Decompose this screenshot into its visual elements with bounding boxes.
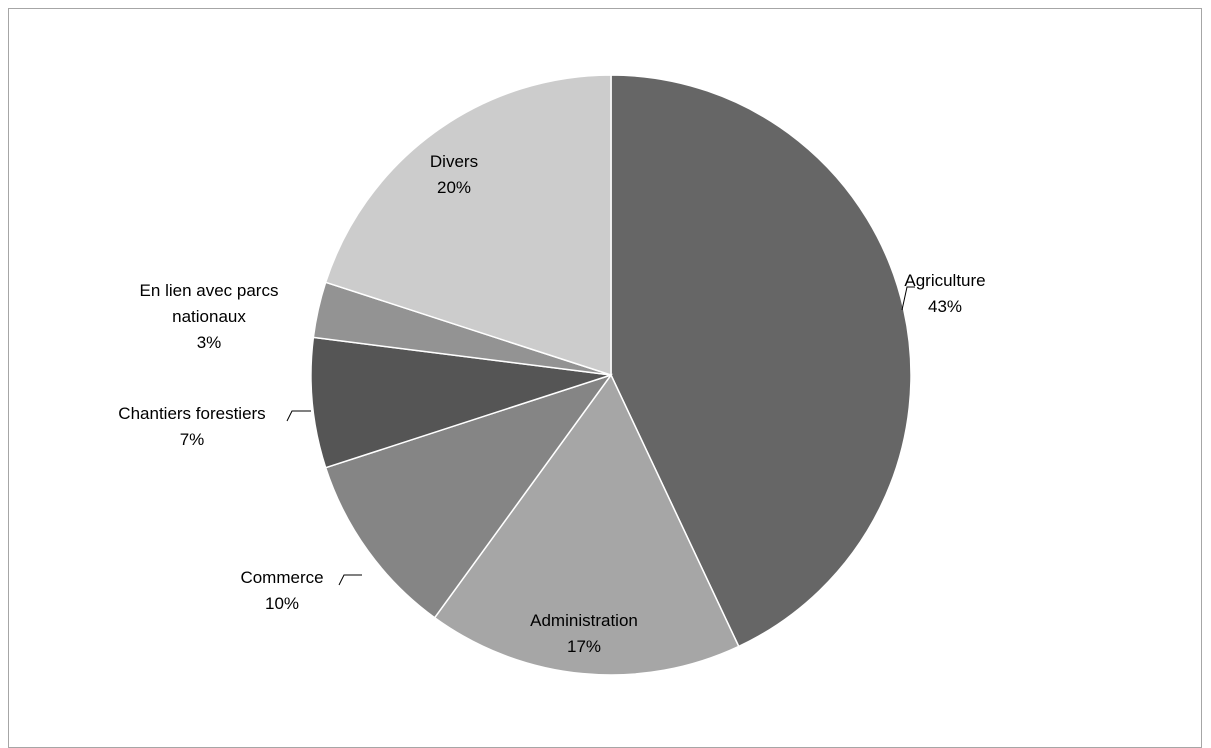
- pie-slice-commerce: [324, 373, 613, 619]
- data-label-en-lien-avec-parcs-nationaux: En lien avec parcs nationaux 3%: [140, 281, 279, 352]
- pie-slice-chantiers-forestiers: [310, 336, 612, 469]
- chart-area: Agriculture 43% Administration 17% Commerce 1…: [8, 8, 1202, 748]
- pie-slice-divers: [324, 74, 612, 377]
- leader-line-agriculture: [901, 286, 915, 311]
- leader-line-commerce: [338, 574, 362, 586]
- pie-slice-agriculture: [610, 74, 912, 648]
- data-label-agriculture: Agriculture 43%: [904, 271, 985, 316]
- data-label-divers: Divers 20%: [430, 152, 478, 197]
- leader-line-chantiers-forestiers: [286, 410, 311, 422]
- data-label-chantiers-forestiers: Chantiers forestiers 7%: [118, 404, 265, 449]
- data-label-commerce: Commerce 10%: [240, 568, 323, 613]
- data-label-administration: Administration 17%: [530, 611, 638, 656]
- pie-chart: Agriculture 43% Administration 17% Commerce 1…: [118, 74, 986, 676]
- pie-slice-administration: [433, 373, 740, 676]
